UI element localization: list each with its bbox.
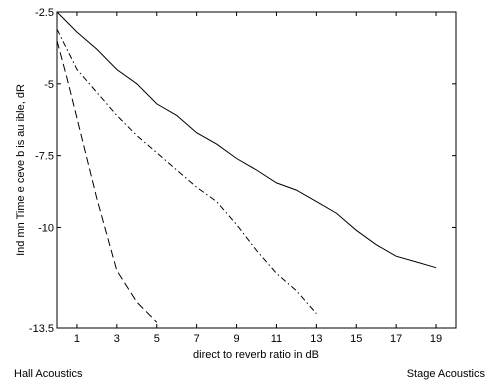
x-tick-label: 1 (74, 333, 80, 345)
tick-labels: 1 3 5 7 9 11 13 15 17 19-2.5-5-7.5-10-13.5 (29, 7, 442, 345)
footer-left-label: Hall Acoustics (14, 368, 83, 380)
x-axis-title: direct to reverb ratio in dB (193, 349, 319, 361)
x-tick-label: 7 (194, 333, 200, 345)
y-tick-label: -2.5 (35, 7, 54, 19)
x-tick-label: 19 (430, 333, 442, 345)
footer-right-label: Stage Acoustics (406, 368, 485, 380)
series-line-dashdot (56, 28, 317, 314)
x-tick-label: 3 (114, 333, 120, 345)
x-tick-label: 13 (310, 333, 322, 345)
y-tick-label: -10 (38, 222, 54, 234)
x-tick-label: 5 (154, 333, 160, 345)
x-tick-label: 15 (350, 333, 362, 345)
y-tick-label: -7.5 (35, 151, 54, 163)
y-axis-title: Ind mn Time e ceve b is au ible, dR (15, 84, 27, 256)
series (56, 11, 437, 323)
x-tick-label: 9 (233, 333, 239, 345)
x-tick-label: 17 (390, 333, 402, 345)
y-tick-label: -13.5 (29, 323, 54, 335)
series-line-dashed (56, 40, 158, 323)
series-line-solid (56, 11, 437, 269)
y-tick-label: -5 (44, 79, 54, 91)
x-tick-label: 11 (271, 333, 282, 345)
